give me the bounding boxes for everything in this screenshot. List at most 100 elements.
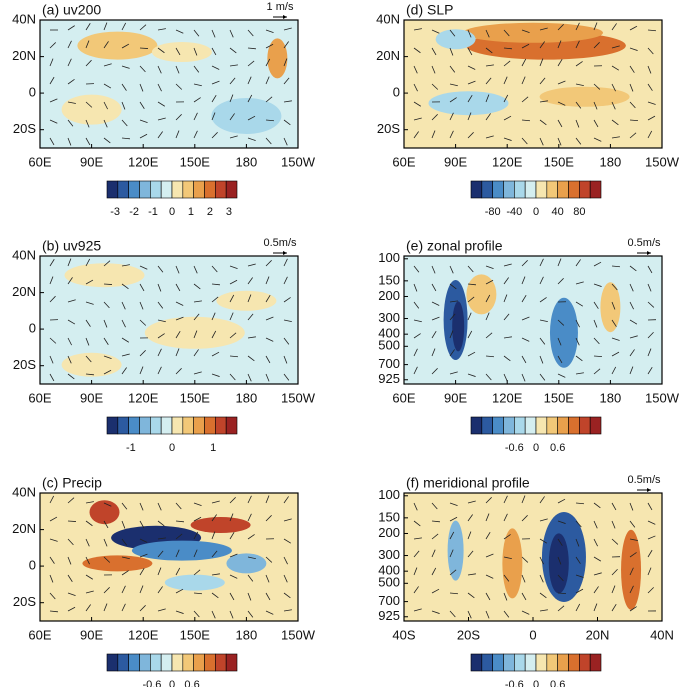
wind-arrow bbox=[103, 502, 112, 507]
wind-arrow bbox=[49, 276, 54, 285]
wind-arrow bbox=[575, 301, 584, 307]
colorbar-swatch bbox=[139, 653, 151, 672]
x-tick-label: 40S bbox=[392, 627, 415, 642]
wind-arrow bbox=[193, 592, 203, 595]
wind-arrow bbox=[485, 64, 494, 67]
wind-arrow bbox=[121, 43, 130, 49]
wind-arrow bbox=[485, 574, 494, 579]
wind-arrow bbox=[521, 610, 530, 615]
wind-arrow bbox=[593, 368, 601, 375]
reference-arrowhead bbox=[647, 488, 651, 492]
x-tick-label: 180 bbox=[236, 627, 258, 642]
wind-arrow bbox=[629, 265, 637, 272]
wind-arrow bbox=[283, 137, 288, 146]
wind-arrow bbox=[503, 137, 512, 141]
colorbar-label: 0 bbox=[169, 679, 175, 687]
wind-arrow bbox=[193, 112, 198, 121]
wind-arrow bbox=[629, 25, 638, 31]
colorbar-swatch bbox=[193, 416, 205, 435]
y-tick-label: 400 bbox=[378, 563, 400, 578]
wind-arrow bbox=[647, 65, 652, 74]
wind-arrow bbox=[557, 101, 566, 106]
panel-title: (f) meridional profile bbox=[406, 475, 530, 491]
panel-title: (e) zonal profile bbox=[406, 238, 503, 254]
wind-arrow bbox=[575, 502, 585, 505]
wind-arrow bbox=[67, 556, 72, 565]
wind-arrow bbox=[557, 58, 563, 67]
wind-arrow bbox=[485, 531, 491, 540]
wind-arrow bbox=[431, 610, 440, 614]
colorbar-swatch bbox=[579, 416, 591, 435]
wind-arrow bbox=[611, 283, 618, 291]
wind-arrow bbox=[485, 497, 492, 504]
colorbar-swatch bbox=[481, 653, 493, 672]
wind-arrow bbox=[193, 130, 198, 139]
wind-arrow bbox=[413, 537, 422, 540]
wind-arrow bbox=[629, 101, 636, 109]
colorbar-swatch bbox=[524, 416, 537, 435]
wind-arrow bbox=[467, 531, 472, 540]
wind-arrow bbox=[557, 592, 567, 595]
wind-arrow bbox=[431, 47, 437, 56]
wind-arrow bbox=[283, 77, 290, 85]
colorbar-label: -0.6 bbox=[142, 679, 161, 687]
wind-arrow bbox=[283, 538, 292, 544]
y-tick-label: 20N bbox=[376, 48, 400, 63]
wind-arrow bbox=[85, 590, 94, 594]
wind-arrow bbox=[67, 497, 75, 504]
y-tick-label: 20S bbox=[13, 357, 36, 372]
wind-arrow bbox=[49, 98, 58, 103]
wind-arrow bbox=[503, 277, 509, 285]
wind-arrow bbox=[283, 258, 288, 267]
wind-arrow bbox=[85, 520, 93, 527]
panel: (b) uv925 0.5m/s 60E 90E 120E 150E 180 150W 40N 2… bbox=[12, 237, 316, 454]
wind-arrow bbox=[539, 592, 547, 599]
wind-arrow bbox=[283, 27, 292, 31]
colorbar-label: 0 bbox=[169, 206, 175, 218]
field-patch bbox=[61, 94, 122, 125]
wind-arrow bbox=[67, 137, 72, 146]
x-tick-label: 60E bbox=[28, 390, 51, 405]
wind-arrow bbox=[431, 316, 440, 321]
x-tick-label: 60E bbox=[28, 154, 51, 169]
wind-arrow bbox=[575, 22, 580, 31]
wind-arrow bbox=[629, 119, 639, 122]
wind-arrow bbox=[449, 65, 456, 73]
wind-arrow bbox=[611, 351, 620, 357]
wind-arrow bbox=[121, 119, 128, 127]
x-tick-label: 150E bbox=[180, 154, 211, 169]
wind-arrow bbox=[49, 610, 59, 613]
map-frame bbox=[39, 19, 299, 149]
wind-arrow bbox=[593, 520, 598, 529]
wind-arrow bbox=[629, 552, 637, 558]
wind-arrow bbox=[121, 585, 126, 594]
wind-arrow bbox=[485, 294, 491, 303]
wind-arrow bbox=[229, 553, 238, 558]
wind-arrow bbox=[121, 603, 126, 612]
wind-arrow bbox=[413, 83, 418, 92]
wind-arrow bbox=[193, 610, 200, 618]
wind-arrow bbox=[557, 520, 566, 524]
wind-arrow bbox=[431, 29, 440, 34]
wind-arrow bbox=[49, 42, 57, 49]
wind-arrow bbox=[139, 101, 145, 109]
y-tick-label: 40N bbox=[12, 247, 36, 262]
wind-arrow bbox=[211, 550, 218, 558]
colorbar-label: 0 bbox=[533, 206, 539, 218]
colorbar-swatch bbox=[503, 180, 515, 199]
wind-arrow bbox=[539, 373, 546, 381]
colorbar-swatch bbox=[128, 653, 140, 672]
wind-arrow bbox=[521, 96, 529, 103]
wind-arrow bbox=[449, 531, 455, 540]
wind-arrow bbox=[467, 47, 473, 56]
wind-arrow bbox=[103, 22, 108, 31]
x-tick-label: 90E bbox=[80, 627, 103, 642]
wind-arrow bbox=[103, 337, 109, 345]
y-tick-label: 20N bbox=[12, 284, 36, 299]
field-patch bbox=[77, 31, 158, 60]
wind-arrow bbox=[485, 94, 490, 103]
colorbar-swatch bbox=[524, 653, 537, 672]
wind-arrow bbox=[611, 23, 617, 31]
wind-arrow bbox=[103, 119, 108, 128]
wind-arrow bbox=[449, 283, 457, 290]
